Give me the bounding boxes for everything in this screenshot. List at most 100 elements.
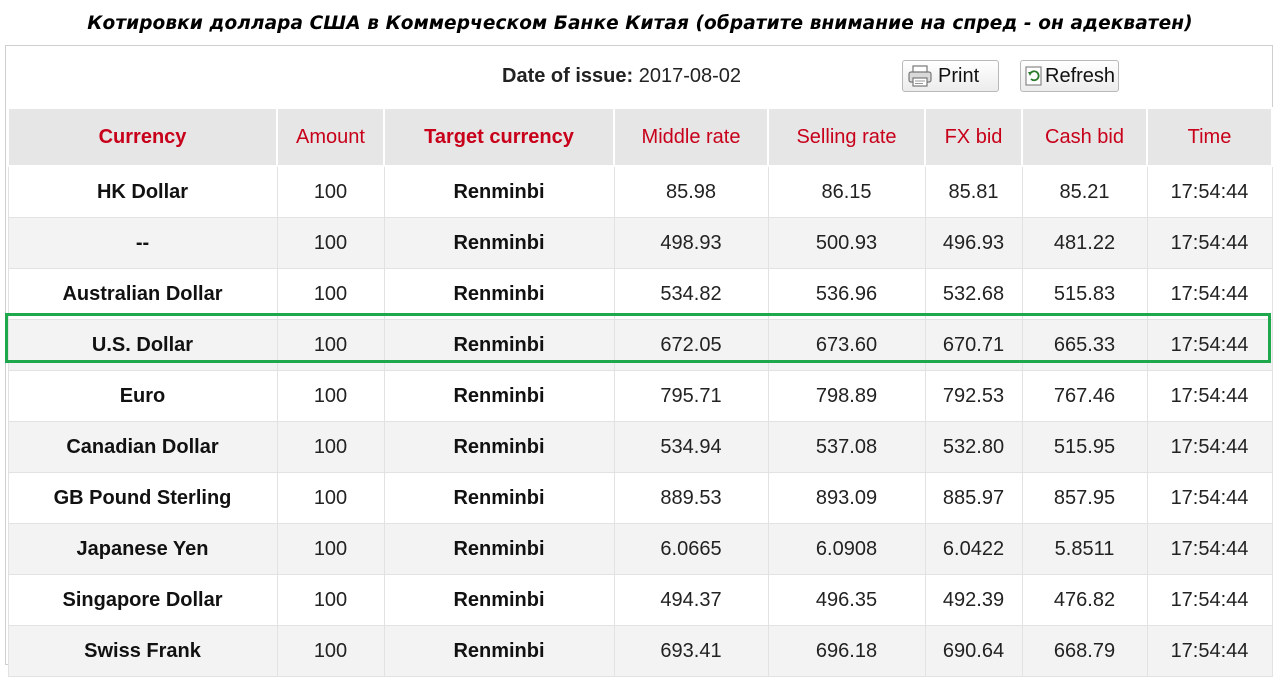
col-currency[interactable]: Currency [7,107,278,167]
cell-cash-bid: 767.46 [1021,370,1148,422]
cell-middle-rate: 85.98 [613,165,769,218]
col-target-currency[interactable]: Target currency [383,107,615,167]
issue-date-value: 2017-08-02 [638,65,742,87]
cell-fx-bid: 496.93 [924,217,1023,269]
cell-time: 17:54:44 [1146,319,1273,371]
cell-middle-rate: 534.94 [613,421,769,473]
cell-selling-rate: 798.89 [767,370,926,422]
cell-amount: 100 [276,472,385,524]
page-title: Котировки доллара США в Коммерческом Бан… [87,13,1193,34]
cell-middle-rate: 795.71 [613,370,769,422]
cell-amount: 100 [276,523,385,575]
cell-target-currency: Renminbi [383,574,615,626]
print-button[interactable]: Print [902,60,999,92]
cell-middle-rate: 6.0665 [613,523,769,575]
cell-time: 17:54:44 [1146,217,1273,269]
cell-fx-bid: 885.97 [924,472,1023,524]
cell-target-currency: Renminbi [383,523,615,575]
cell-time: 17:54:44 [1146,165,1273,218]
cell-target-currency: Renminbi [383,319,615,371]
cell-time: 17:54:44 [1146,472,1273,524]
cell-selling-rate: 673.60 [767,319,926,371]
cell-cash-bid: 481.22 [1021,217,1148,269]
cell-target-currency: Renminbi [383,217,615,269]
cell-target-currency: Renminbi [383,165,615,218]
cell-cash-bid: 668.79 [1021,625,1148,677]
cell-amount: 100 [276,319,385,371]
table-row: -- 100 Renminbi 498.93 500.93 496.93 481… [7,217,1273,269]
cell-selling-rate: 537.08 [767,421,926,473]
cell-time: 17:54:44 [1146,625,1273,677]
cell-currency: HK Dollar [7,165,278,218]
col-cash-bid[interactable]: Cash bid [1021,107,1148,167]
printer-icon [907,64,933,88]
cell-currency: Japanese Yen [7,523,278,575]
table-row: Japanese Yen 100 Renminbi 6.0665 6.0908 … [7,523,1273,575]
cell-target-currency: Renminbi [383,472,615,524]
cell-time: 17:54:44 [1146,523,1273,575]
cell-target-currency: Renminbi [383,421,615,473]
cell-middle-rate: 889.53 [613,472,769,524]
cell-target-currency: Renminbi [383,268,615,320]
cell-selling-rate: 893.09 [767,472,926,524]
cell-currency: Euro [7,370,278,422]
cell-cash-bid: 5.8511 [1021,523,1148,575]
cell-currency: Australian Dollar [7,268,278,320]
cell-time: 17:54:44 [1146,421,1273,473]
col-middle-rate[interactable]: Middle rate [613,107,769,167]
cell-time: 17:54:44 [1146,370,1273,422]
cell-fx-bid: 670.71 [924,319,1023,371]
cell-fx-bid: 532.68 [924,268,1023,320]
cell-selling-rate: 500.93 [767,217,926,269]
cell-currency: Singapore Dollar [7,574,278,626]
cell-selling-rate: 6.0908 [767,523,926,575]
toolbar: Date of issue: 2017-08-02 Print Refresh [5,45,1273,105]
cell-currency: U.S. Dollar [7,319,278,371]
table-header-row: Currency Amount Target currency Middle r… [7,107,1273,167]
cell-cash-bid: 515.95 [1021,421,1148,473]
cell-target-currency: Renminbi [383,370,615,422]
cell-amount: 100 [276,625,385,677]
table-row: Canadian Dollar 100 Renminbi 534.94 537.… [7,421,1273,473]
cell-currency: Swiss Frank [7,625,278,677]
cell-amount: 100 [276,370,385,422]
table-row: Euro 100 Renminbi 795.71 798.89 792.53 7… [7,370,1273,422]
cell-selling-rate: 86.15 [767,165,926,218]
cell-middle-rate: 534.82 [613,268,769,320]
col-amount[interactable]: Amount [276,107,385,167]
col-selling-rate[interactable]: Selling rate [767,107,926,167]
cell-time: 17:54:44 [1146,268,1273,320]
cell-currency: GB Pound Sterling [7,472,278,524]
cell-time: 17:54:44 [1146,574,1273,626]
cell-middle-rate: 498.93 [613,217,769,269]
cell-currency: -- [7,217,278,269]
cell-middle-rate: 494.37 [613,574,769,626]
print-label: Print [938,64,980,87]
cell-selling-rate: 696.18 [767,625,926,677]
refresh-label: Refresh [1045,64,1116,87]
cell-cash-bid: 85.21 [1021,165,1148,218]
cell-currency: Canadian Dollar [7,421,278,473]
cell-amount: 100 [276,268,385,320]
cell-amount: 100 [276,165,385,218]
col-time[interactable]: Time [1146,107,1273,167]
cell-amount: 100 [276,421,385,473]
cell-amount: 100 [276,217,385,269]
table-row: GB Pound Sterling 100 Renminbi 889.53 89… [7,472,1273,524]
cell-cash-bid: 515.83 [1021,268,1148,320]
col-fx-bid[interactable]: FX bid [924,107,1023,167]
cell-fx-bid: 792.53 [924,370,1023,422]
refresh-button[interactable]: Refresh [1020,60,1119,92]
cell-fx-bid: 690.64 [924,625,1023,677]
cell-middle-rate: 672.05 [613,319,769,371]
cell-middle-rate: 693.41 [613,625,769,677]
cell-selling-rate: 536.96 [767,268,926,320]
cell-cash-bid: 857.95 [1021,472,1148,524]
table-row: Australian Dollar 100 Renminbi 534.82 53… [7,268,1273,320]
exchange-rates-table: Currency Amount Target currency Middle r… [7,107,1273,677]
cell-fx-bid: 6.0422 [924,523,1023,575]
table-row: HK Dollar 100 Renminbi 85.98 86.15 85.81… [7,165,1273,218]
cell-fx-bid: 492.39 [924,574,1023,626]
cell-fx-bid: 85.81 [924,165,1023,218]
cell-cash-bid: 665.33 [1021,319,1148,371]
